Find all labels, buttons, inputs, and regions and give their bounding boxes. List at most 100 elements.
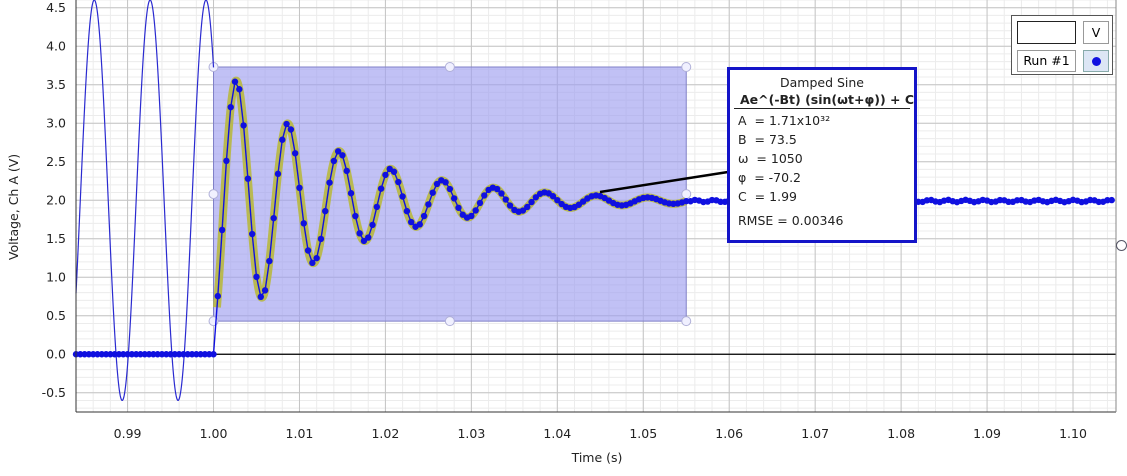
data-point: [313, 254, 320, 262]
data-point: [455, 204, 462, 211]
tick-labels: 0.99 1.00 1.01 1.02 1.03 1.04 1.05 1.06 1.07 1.08…: [42, 0, 1087, 441]
data-point: [304, 247, 312, 254]
x-tick-label: 1.00: [200, 426, 228, 441]
legend-run-marker-cell[interactable]: [1083, 50, 1109, 72]
data-point: [498, 190, 505, 197]
fit-leader-line: [599, 170, 729, 194]
data-point: [369, 221, 376, 229]
legend-run-label[interactable]: Run #1: [1017, 50, 1076, 72]
selection-handle: [444, 61, 455, 72]
data-point: [528, 198, 535, 206]
data-point: [549, 193, 557, 200]
fit-param-a: A = 1.71x10³²: [738, 113, 831, 128]
data-point: [244, 175, 252, 182]
data-point: [502, 196, 509, 203]
data-point: [403, 207, 411, 215]
data-point: [261, 287, 269, 294]
data-point: [291, 150, 299, 157]
data-point: [532, 194, 540, 201]
preview-sine-wave: [75, 0, 215, 401]
x-tick-label: 1.10: [1059, 426, 1087, 441]
data-point: [377, 185, 385, 192]
x-tick-label: 1.03: [457, 426, 485, 441]
x-tick-label: 1.08: [887, 426, 915, 441]
data-point: [356, 230, 363, 237]
data-point: [227, 103, 234, 111]
data-point: [274, 170, 282, 178]
data-point: [270, 214, 277, 222]
data-point: [408, 218, 415, 226]
data-point: [283, 120, 290, 128]
legend-unit: V: [1083, 21, 1109, 44]
data-point: [472, 207, 479, 214]
data-point: [352, 212, 359, 220]
data-point: [446, 185, 454, 193]
fit-param-b: B = 73.5: [738, 132, 797, 147]
fit-param-c: C = 1.99: [738, 189, 797, 204]
data-point: [524, 203, 531, 211]
y-tick-label: 3.0: [46, 116, 66, 131]
data-point: [399, 193, 406, 200]
data-point: [249, 230, 256, 238]
data-point: [360, 237, 368, 245]
data-point: [476, 199, 484, 207]
x-tick-label: 1.07: [801, 426, 829, 441]
fit-annotation-box[interactable]: Damped Sine Ae^(-Bt) (sin(ωt+φ)) + C A =…: [727, 67, 917, 243]
y-tick-label: 1.5: [46, 231, 66, 246]
selection-handle: [444, 316, 455, 327]
legend-dot-icon: [1092, 57, 1101, 66]
data-point: [223, 157, 230, 165]
data-point: [1108, 196, 1115, 204]
data-point: [429, 189, 436, 196]
y-tick-label: -0.5: [42, 385, 66, 400]
data-point: [296, 184, 303, 191]
x-axis-label: Time (s): [571, 450, 623, 465]
data-point: [416, 221, 423, 228]
data-point: [519, 207, 527, 214]
selection-handle: [681, 316, 692, 327]
legend: V Run #1: [1011, 15, 1113, 75]
x-tick-label: 1.01: [286, 426, 314, 441]
y-tick-label: 0.0: [46, 347, 66, 362]
x-tick-label: 1.04: [543, 426, 571, 441]
data-point: [420, 212, 428, 220]
x-tick-label: 0.99: [114, 426, 142, 441]
legend-swatch[interactable]: [1017, 21, 1076, 44]
data-point: [279, 136, 286, 143]
data-point: [468, 212, 475, 220]
x-tick-label: 1.06: [715, 426, 743, 441]
plot-frame: [75, 0, 1117, 413]
x-tick-label: 1.02: [371, 426, 399, 441]
y-tick-label: 1.0: [46, 270, 66, 285]
data-point: [257, 293, 264, 300]
selection-handle: [681, 61, 692, 72]
fit-param-omega: ω = 1050: [738, 151, 803, 166]
y-tick-label: 0.5: [46, 308, 66, 323]
data-point: [231, 78, 239, 85]
data-point: [240, 122, 247, 129]
axis-scroll-handle[interactable]: [1116, 240, 1127, 251]
data-point: [300, 220, 307, 227]
data-point: [506, 202, 514, 209]
data-point: [322, 207, 329, 215]
data-point: [382, 171, 389, 179]
data-point: [266, 257, 273, 265]
data-point: [433, 180, 441, 188]
data-point: [450, 195, 458, 202]
data-point: [330, 157, 338, 165]
selection-handle: [681, 189, 692, 200]
y-tick-label: 4.5: [46, 0, 66, 15]
data-point: [395, 178, 402, 186]
data-point: [343, 167, 350, 175]
data-point: [365, 234, 372, 241]
data-point: [309, 259, 316, 267]
data-point: [236, 86, 243, 93]
data-point: [334, 148, 342, 155]
data-point: [326, 179, 333, 186]
fit-equation: Ae^(-Bt) (sin(ωt+φ)) + C: [734, 92, 914, 109]
data-point: [347, 190, 355, 197]
fit-param-phi: φ = -70.2: [738, 170, 801, 185]
y-tick-label: 2.5: [46, 154, 66, 169]
data-point: [214, 292, 222, 300]
